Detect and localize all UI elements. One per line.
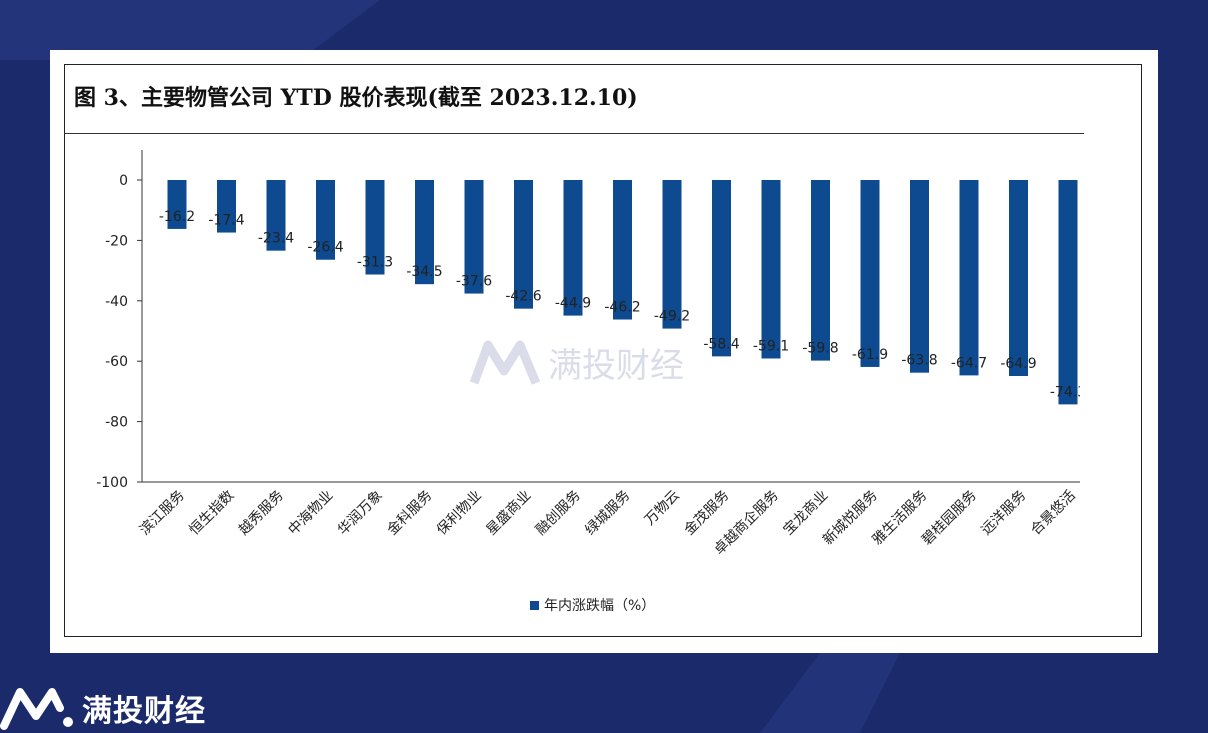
data-label: -37.6 <box>456 274 492 290</box>
bar <box>959 180 979 376</box>
x-category-label: 星盛商业 <box>483 488 534 539</box>
bar <box>563 180 583 316</box>
bar <box>761 180 781 359</box>
y-tick-label: -20 <box>105 233 128 249</box>
brand-text: 满投财经 <box>82 694 206 729</box>
bar <box>514 180 533 309</box>
y-tick-label: -100 <box>96 475 128 491</box>
data-label: -23.4 <box>258 231 294 247</box>
chart-svg: 0 -20 -40 -60 -80 -100 -16.2 -17.4 -23.4 -26.4 -31… <box>96 150 1087 614</box>
data-label: -26.4 <box>307 240 343 256</box>
bar <box>1009 180 1028 376</box>
bar <box>365 180 385 275</box>
data-label: -16.2 <box>159 209 195 225</box>
brand-logo-icon <box>0 688 73 730</box>
bar <box>217 180 236 233</box>
figure-frame <box>64 64 1142 637</box>
bar <box>415 180 434 285</box>
x-category-label: 合景悠活 <box>1028 488 1079 539</box>
data-label: -49.2 <box>654 309 690 325</box>
legend-swatch <box>530 601 539 610</box>
figure-panel: 图 3、主要物管公司 YTD 股价表现(截至 2023.12.10) 满投财经 … <box>50 50 1158 653</box>
bar <box>811 180 830 361</box>
bar <box>860 180 880 367</box>
bar <box>613 180 632 320</box>
bar <box>662 180 682 329</box>
bar <box>266 180 286 251</box>
data-label: -59.1 <box>753 338 789 354</box>
x-category-label: 恒生指数 <box>186 488 237 539</box>
x-category-label: 保利物业 <box>434 488 485 539</box>
y-tick-label: -80 <box>105 415 128 431</box>
x-category-label: 华润万象 <box>335 488 386 539</box>
data-label: -44.9 <box>555 296 591 312</box>
data-label: -46.2 <box>604 300 640 316</box>
x-category-label: 碧桂园服务 <box>919 488 980 549</box>
x-category-label: 中海物业 <box>285 488 336 539</box>
bar <box>910 180 929 373</box>
bar <box>316 180 335 260</box>
x-category-label: 融创服务 <box>533 488 584 539</box>
y-tick-label: -60 <box>105 354 128 370</box>
bar <box>464 180 484 294</box>
data-label: -64.9 <box>1000 356 1036 372</box>
x-category-label: 金茂服务 <box>681 487 733 539</box>
legend-label: 年内涨跌幅（%） <box>544 598 655 614</box>
data-label: -34.5 <box>406 264 442 280</box>
bar <box>1058 180 1078 405</box>
data-label: -64.7 <box>951 355 987 371</box>
x-category-label: 远洋服务 <box>978 488 1029 539</box>
bar <box>712 180 731 357</box>
data-label: -42.6 <box>505 289 541 305</box>
data-label: -58.4 <box>703 336 739 352</box>
x-category-label: 宝龙商业 <box>780 488 831 539</box>
x-category-label: 万物云 <box>642 488 683 529</box>
x-category-label: 越秀服务 <box>236 488 287 539</box>
data-label: -63.8 <box>901 353 937 369</box>
title-divider <box>64 133 1084 134</box>
figure-title: 图 3、主要物管公司 YTD 股价表现(截至 2023.12.10) <box>74 85 638 111</box>
bar <box>167 180 187 229</box>
y-tick-label: 0 <box>119 173 128 189</box>
data-label: -74.3 <box>1050 384 1080 400</box>
data-label: -61.9 <box>852 347 888 363</box>
x-category-label: 绿城服务 <box>582 488 633 539</box>
x-category-label: 滨江服务 <box>137 488 188 539</box>
x-category-label: 金科服务 <box>384 488 435 539</box>
brand-footer: 满投财经 <box>0 686 206 730</box>
bar-chart: 0 -20 -40 -60 -80 -100 -16.2 -17.4 -23.4 -26.4 -31… <box>80 140 1087 630</box>
data-label: -31.3 <box>357 255 393 271</box>
data-label: -17.4 <box>208 213 244 229</box>
data-label: -59.8 <box>802 341 838 357</box>
y-tick-label: -40 <box>105 294 128 310</box>
